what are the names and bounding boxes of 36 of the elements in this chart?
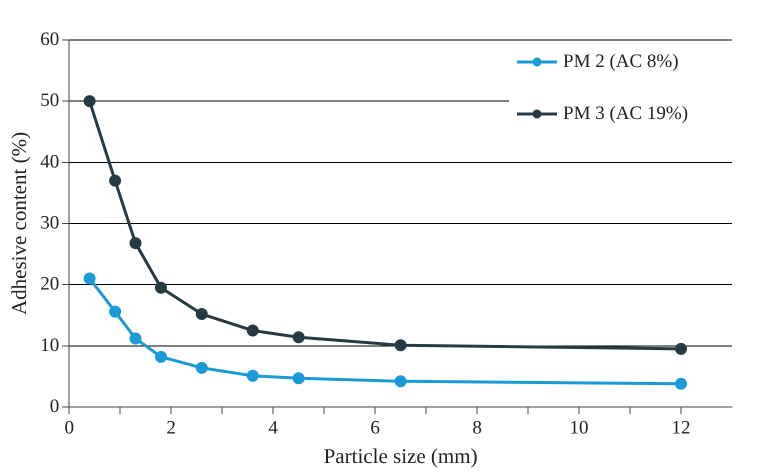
y-tick-label: 60 <box>40 28 60 50</box>
y-tick-label: 20 <box>40 274 60 295</box>
point <box>84 272 96 285</box>
y-tick-label: 50 <box>40 90 60 112</box>
x-tick-label: 0 <box>64 417 74 438</box>
point <box>154 350 167 363</box>
y-axis-title: Adhesive content (%) <box>7 132 32 316</box>
x-tick-label: 4 <box>268 417 278 438</box>
point <box>292 331 305 344</box>
y-tick-label: 10 <box>40 334 60 356</box>
x-tick-label: 8 <box>472 417 482 438</box>
legend-label: PM 3 (AC 19%) <box>563 102 688 124</box>
y-tick-label: 0 <box>50 396 60 417</box>
point <box>394 375 407 388</box>
point <box>394 339 407 352</box>
y-tick-label: 40 <box>40 151 60 172</box>
x-tick-label: 6 <box>370 417 380 438</box>
point <box>129 237 142 250</box>
point <box>292 372 305 384</box>
x-axis-title: Particle size (mm) <box>324 444 478 468</box>
point <box>246 370 259 382</box>
point <box>129 332 142 344</box>
legend-label: PM 2 (AC 8%) <box>563 50 679 72</box>
y-tick-label: 30 <box>40 212 60 234</box>
x-tick-label: 10 <box>570 417 589 438</box>
point <box>196 362 208 374</box>
point <box>675 342 688 355</box>
point <box>84 95 96 108</box>
x-tick-label: 12 <box>672 417 691 438</box>
point <box>109 306 122 318</box>
point <box>675 378 688 390</box>
point <box>154 282 167 294</box>
point <box>109 174 122 187</box>
point <box>246 324 259 337</box>
x-tick-label: 2 <box>166 417 176 438</box>
point <box>196 308 208 320</box>
